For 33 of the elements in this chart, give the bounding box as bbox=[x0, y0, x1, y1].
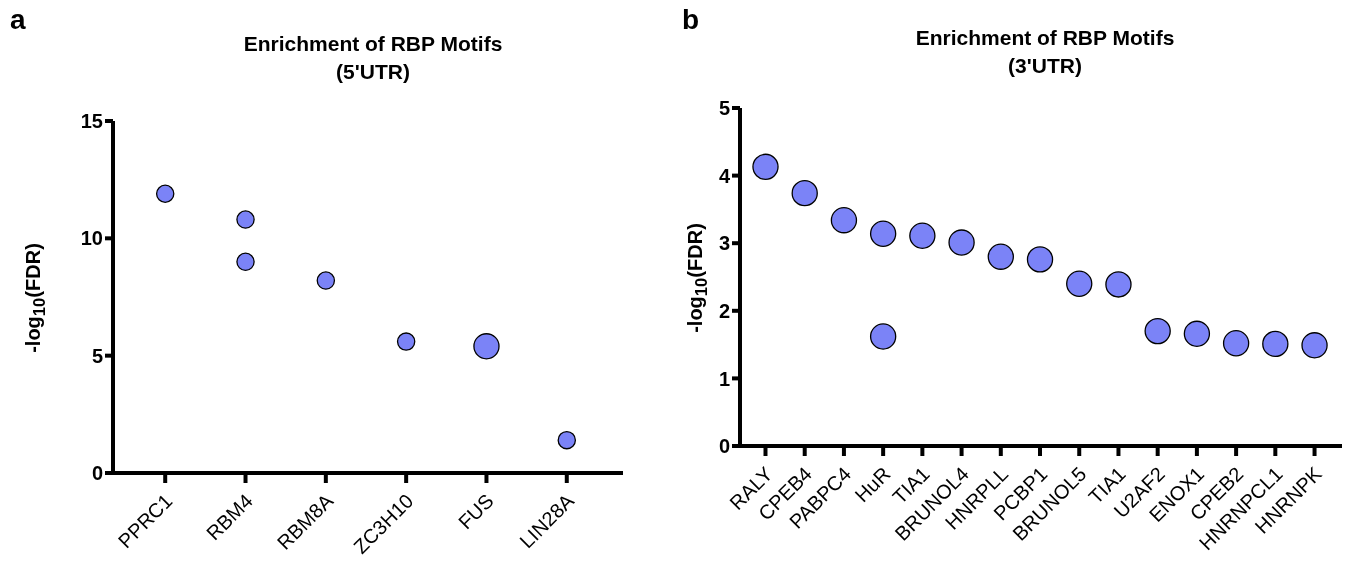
y-tick-label: 1 bbox=[718, 367, 730, 390]
chart-title: Enrichment of RBP Motifs bbox=[242, 31, 504, 57]
x-tick-label: FUS bbox=[453, 489, 498, 534]
point bbox=[1144, 317, 1171, 345]
y-tick-label: 5 bbox=[718, 97, 730, 120]
y-tick-label: 2 bbox=[718, 299, 730, 322]
text: a bbox=[10, 4, 26, 36]
y-tick-label: 0 bbox=[718, 435, 730, 458]
point bbox=[752, 153, 779, 181]
y-tick-label: 3 bbox=[718, 232, 730, 255]
point bbox=[948, 229, 975, 256]
point bbox=[1105, 271, 1132, 298]
point bbox=[869, 323, 897, 350]
chart-subtitle: (5'UTR) bbox=[335, 59, 411, 85]
y-tick-label: 15 bbox=[80, 110, 103, 133]
point bbox=[830, 207, 858, 234]
point bbox=[791, 179, 818, 207]
y-tick-label: 0 bbox=[91, 462, 103, 485]
point bbox=[909, 222, 936, 249]
y-tick-label: 10 bbox=[80, 227, 103, 250]
point bbox=[1183, 320, 1211, 347]
point bbox=[1026, 246, 1054, 273]
point bbox=[987, 243, 1014, 270]
point bbox=[1301, 332, 1328, 359]
chart-title: Enrichment of RBP Motifs bbox=[914, 25, 1176, 51]
point bbox=[1222, 330, 1250, 357]
point bbox=[869, 220, 897, 247]
y-tick-label: 5 bbox=[91, 344, 103, 367]
point bbox=[1066, 270, 1093, 297]
point bbox=[1262, 330, 1289, 358]
text: b bbox=[682, 4, 700, 36]
chart-subtitle: (3'UTR) bbox=[1007, 53, 1083, 79]
y-tick-label: 4 bbox=[718, 164, 731, 187]
